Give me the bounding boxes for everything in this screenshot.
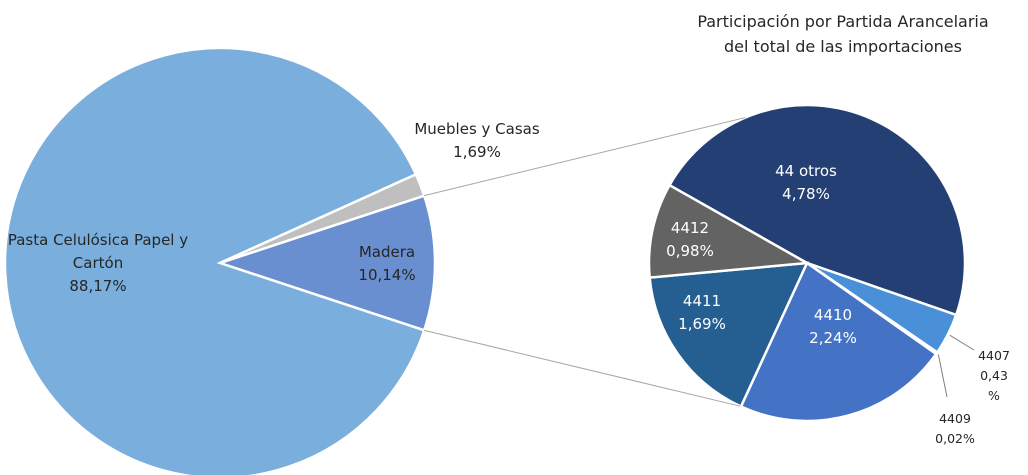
pie-slice	[216, 194, 437, 332]
connector-line	[424, 329, 741, 407]
data-label: 4412 0,98%	[666, 217, 714, 263]
leader-line	[949, 334, 975, 351]
pie-slice	[648, 261, 810, 409]
label-value: 88,17%	[69, 277, 127, 295]
chart-title: Participación por Partida Arancelaria de…	[697, 12, 989, 56]
pie-slice	[647, 183, 812, 279]
data-label: 4407 0,43 %	[977, 346, 1011, 406]
data-label: 44 otros 4,78%	[775, 160, 837, 206]
label-category: Muebles y Casas	[414, 120, 540, 138]
data-label: Muebles y Casas 1,69%	[414, 118, 539, 164]
leader-line	[937, 354, 948, 398]
data-label: 4411 1,69%	[678, 290, 726, 336]
label-category: 4410	[813, 306, 853, 324]
pie-slice	[219, 172, 426, 265]
label-category: 44 otros	[775, 162, 837, 180]
label-value: 0,02%	[935, 431, 975, 446]
label-value: 1,69%	[678, 315, 726, 333]
data-label: 4410 2,24%	[809, 304, 857, 350]
label-value: 0,98%	[666, 242, 714, 260]
label-value: 10,14%	[358, 266, 416, 284]
data-label: Madera 10,14%	[358, 241, 415, 287]
label-category: 4409	[939, 411, 971, 426]
label-category: Pasta Celulósica Papel y Cartón	[7, 231, 189, 272]
label-category: 4407	[978, 348, 1010, 363]
label-value: 2,24%	[809, 329, 857, 347]
label-value: 0,43 %	[980, 368, 1008, 403]
label-value: 4,78%	[782, 185, 830, 203]
data-label: Pasta Celulósica Papel y Cartón 88,17%	[0, 229, 198, 298]
pie-slice	[667, 103, 967, 317]
label-category: 4411	[682, 292, 722, 310]
label-category: 4412	[670, 219, 710, 237]
pie-slice	[3, 46, 426, 475]
label-category: Madera	[358, 243, 416, 261]
data-label: 4409 0,02%	[935, 409, 975, 449]
connector-line	[424, 117, 746, 197]
label-value: 1,69%	[453, 143, 501, 161]
